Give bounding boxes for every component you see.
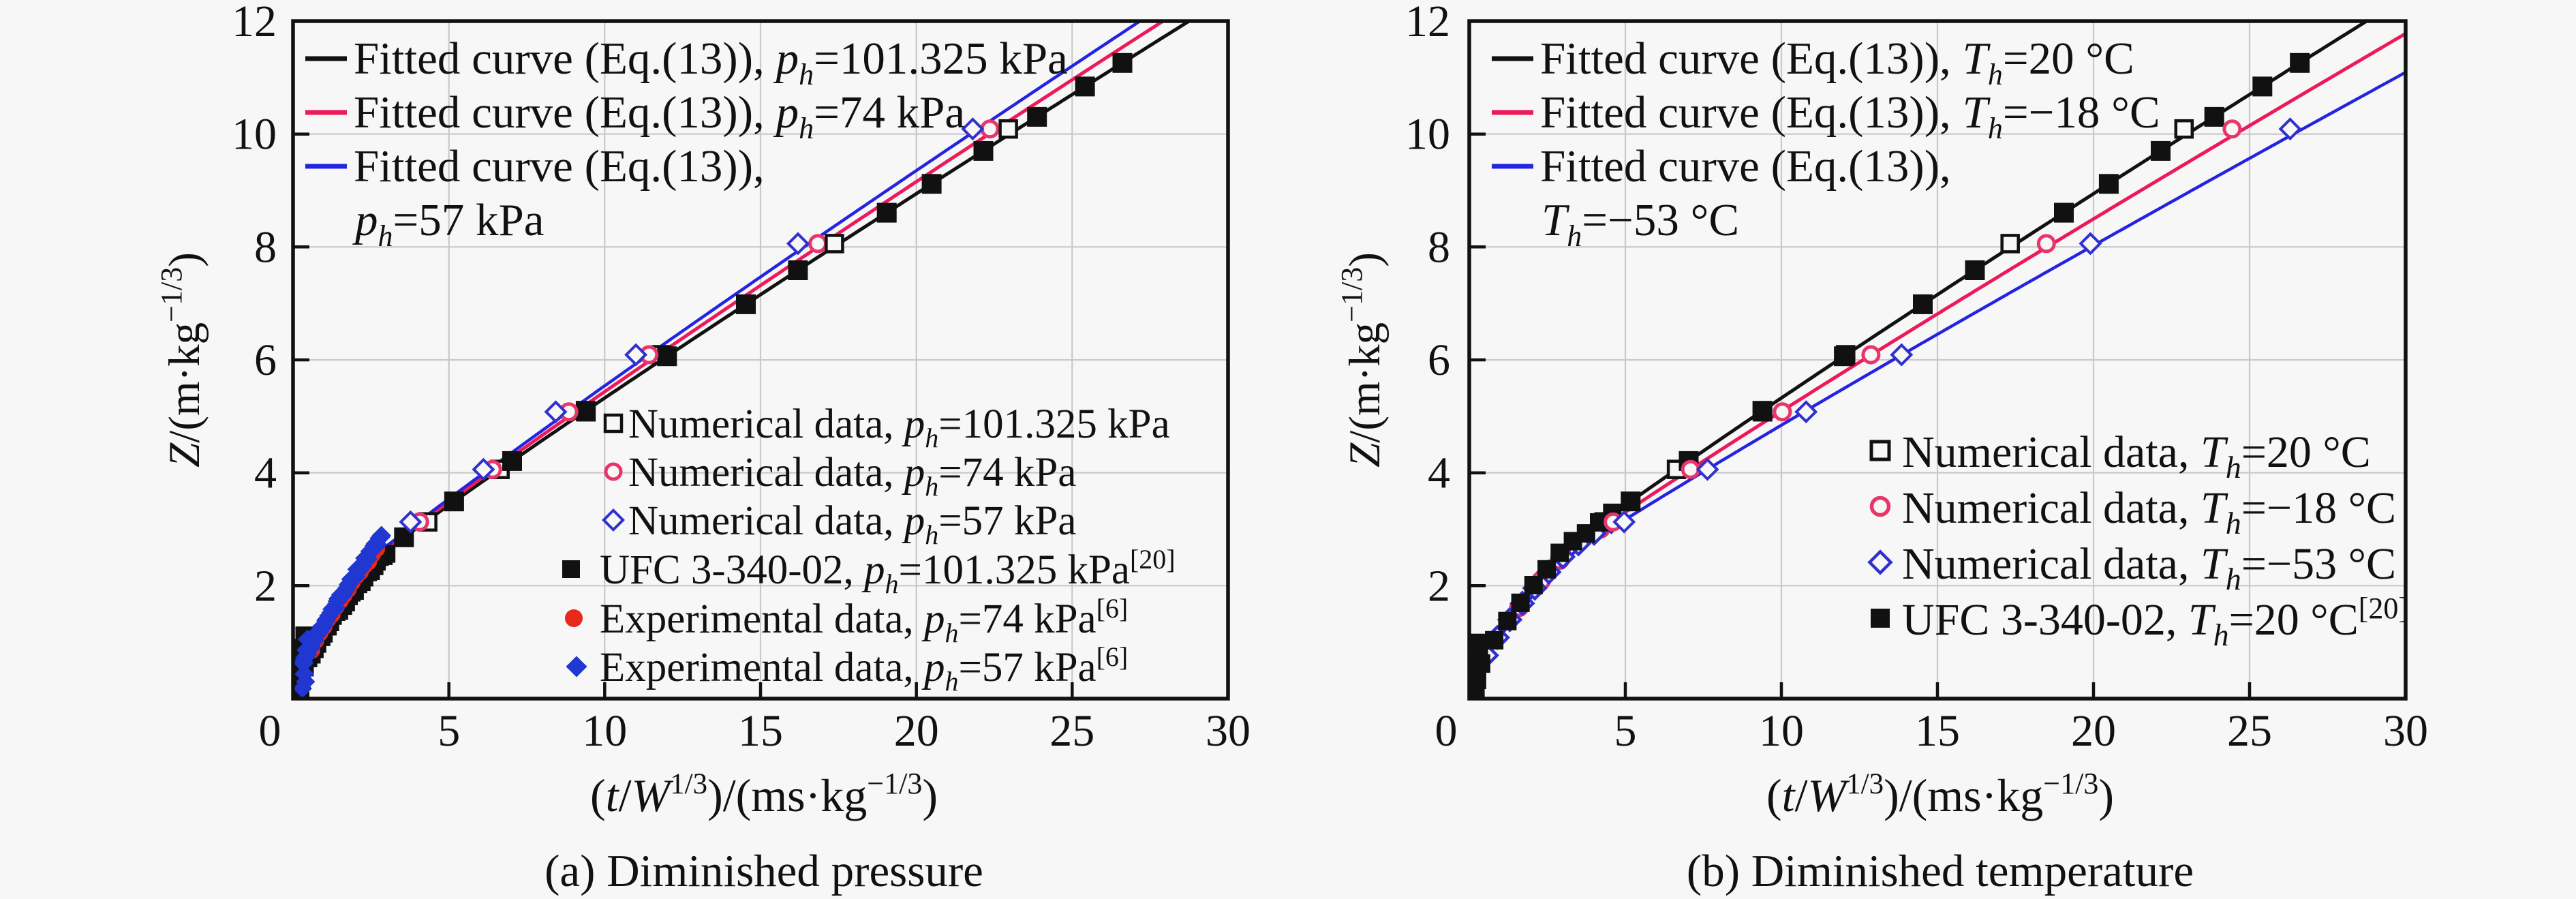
svg-text:(t/W1/3)/(ms·kg−1/3): (t/W1/3)/(ms·kg−1/3)	[1766, 767, 2114, 821]
svg-text:Fitted curve (Eq.(13)), Th=20: Fitted curve (Eq.(13)), Th=20 °C	[1540, 33, 2134, 91]
svg-text:Numerical data, ph=101.325 kPa: Numerical data, ph=101.325 kPa	[628, 401, 1170, 453]
svg-text:8: 8	[1428, 222, 1450, 272]
svg-text:0: 0	[259, 706, 281, 756]
svg-text:UFC 3-340-02, Th=20 °C[20]​: UFC 3-340-02, Th=20 °C[20]​	[1902, 592, 2408, 652]
svg-text:15: 15	[1915, 706, 1960, 756]
svg-text:Th=−53 °C: Th=−53 °C	[1542, 195, 1739, 253]
svg-text:4: 4	[1428, 448, 1450, 498]
svg-text:20: 20	[894, 706, 939, 756]
svg-text:8: 8	[254, 222, 277, 272]
svg-text:15: 15	[738, 706, 783, 756]
svg-text:Numerical data, ph=74 kPa: Numerical data, ph=74 kPa	[628, 450, 1076, 502]
svg-text:10: 10	[232, 110, 277, 159]
svg-text:10: 10	[1759, 706, 1804, 756]
svg-text:Experimental data, ph=74 kPa[6: Experimental data, ph=74 kPa[6]​	[600, 593, 1128, 648]
svg-text:Fitted curve (Eq.(13)), ph=101: Fitted curve (Eq.(13)), ph=101.325 kPa	[354, 33, 1068, 91]
svg-text:10: 10	[582, 706, 627, 756]
svg-text:20: 20	[2071, 706, 2116, 756]
svg-text:Fitted curve (Eq.(13)), Th=−18: Fitted curve (Eq.(13)), Th=−18 °C	[1540, 87, 2160, 145]
svg-text:Experimental data, ph=57 kPa[6: Experimental data, ph=57 kPa[6]​	[600, 641, 1128, 697]
svg-text:30: 30	[2383, 706, 2428, 756]
svg-text:(t/W1/3)/(ms·kg−1/3): (t/W1/3)/(ms·kg−1/3)	[590, 767, 938, 821]
svg-text:5: 5	[438, 706, 460, 756]
svg-text:10: 10	[1405, 110, 1450, 159]
svg-text:4: 4	[254, 448, 277, 498]
svg-text:25: 25	[1049, 706, 1094, 756]
svg-text:6: 6	[1428, 335, 1450, 385]
svg-text:12: 12	[232, 0, 277, 46]
svg-text:(a) Diminished pressure: (a) Diminished pressure	[545, 846, 983, 896]
svg-text:Numerical data, Th=−18 °C: Numerical data, Th=−18 °C	[1902, 483, 2396, 540]
svg-text:Numerical data, ph=57 kPa: Numerical data, ph=57 kPa	[628, 498, 1076, 550]
svg-text:Fitted curve (Eq.(13)),: Fitted curve (Eq.(13)),	[354, 141, 765, 192]
svg-text:UFC 3-340-02, ph=101.325 kPa[2: UFC 3-340-02, ph=101.325 kPa[20]​	[600, 544, 1176, 599]
svg-text:Numerical data, Th=−53 °C: Numerical data, Th=−53 °C	[1902, 539, 2396, 596]
svg-text:12: 12	[1405, 0, 1450, 46]
svg-text:30: 30	[1206, 706, 1251, 756]
svg-text:5: 5	[1614, 706, 1637, 756]
svg-text:2: 2	[1428, 561, 1450, 611]
svg-text:ph=57 kPa: ph=57 kPa	[352, 195, 545, 253]
svg-text:6: 6	[254, 335, 277, 385]
svg-text:Z/(m·kg−1/3): Z/(m·kg−1/3)	[1335, 252, 1390, 468]
svg-text:0: 0	[1435, 706, 1458, 756]
svg-text:25: 25	[2227, 706, 2272, 756]
svg-text:(b) Diminished temperature: (b) Diminished temperature	[1687, 846, 2194, 896]
svg-text:2: 2	[254, 561, 277, 611]
svg-text:Fitted curve (Eq.(13)), ph=74: Fitted curve (Eq.(13)), ph=74 kPa	[354, 87, 965, 145]
svg-text:Numerical data, Th=20 °C: Numerical data, Th=20 °C	[1902, 427, 2371, 485]
svg-text:Fitted curve (Eq.(13)),: Fitted curve (Eq.(13)),	[1540, 141, 1951, 192]
